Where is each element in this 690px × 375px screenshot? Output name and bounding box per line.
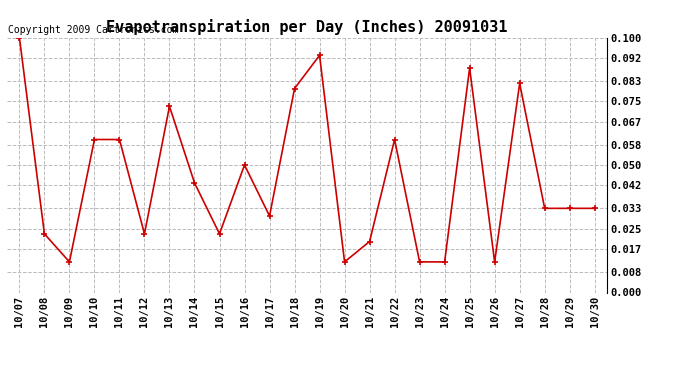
Title: Evapotranspiration per Day (Inches) 20091031: Evapotranspiration per Day (Inches) 2009…	[106, 19, 508, 35]
Text: Copyright 2009 Cartronics.com: Copyright 2009 Cartronics.com	[8, 25, 178, 35]
